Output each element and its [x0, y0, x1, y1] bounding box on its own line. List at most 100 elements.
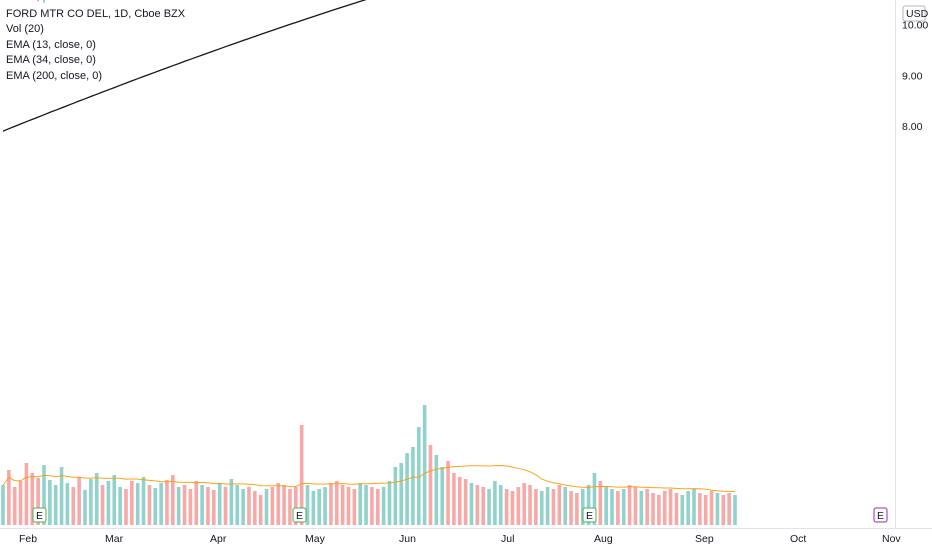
- legend-ema200[interactable]: EMA (200, close, 0): [6, 69, 102, 82]
- volume-bar: [452, 473, 456, 525]
- volume-bar: [411, 447, 415, 525]
- ema200-line: [2, 0, 367, 132]
- volume-bar: [487, 489, 491, 525]
- volume-bar: [580, 489, 585, 525]
- volume-bar: [124, 489, 128, 525]
- volume-bar: [89, 479, 93, 525]
- volume-bar: [375, 489, 380, 525]
- volume-bar: [36, 478, 40, 525]
- legend-volume[interactable]: Vol (20): [6, 23, 44, 36]
- volume-bar: [381, 487, 386, 525]
- volume-bar: [229, 479, 234, 525]
- volume-bar: [463, 479, 468, 525]
- volume-bar: [598, 481, 603, 525]
- volume-bar: [258, 495, 263, 525]
- volume-bar: [182, 485, 187, 525]
- volume-bar: [692, 489, 696, 525]
- volume-bar: [545, 487, 550, 525]
- volume-bar: [522, 483, 526, 525]
- volume-bar: [206, 487, 210, 525]
- volume-bar: [586, 485, 591, 525]
- symbol-title[interactable]: FORD MTR CO DEL, 1D, Cboe BZX: [6, 8, 186, 20]
- legend-ema34[interactable]: EMA (34, close, 0): [6, 54, 96, 67]
- earnings-marker: [32, 507, 47, 523]
- currency-label: USD: [906, 8, 929, 20]
- volume-bar: [645, 489, 649, 525]
- x-tick-label: Nov: [882, 533, 901, 545]
- volume-bar: [440, 467, 444, 525]
- volume-bar: [294, 487, 298, 525]
- volume-bar: [721, 495, 726, 525]
- earnings-marker-future: [873, 507, 888, 523]
- earnings-marker: [582, 507, 597, 523]
- volume-bar: [334, 481, 339, 525]
- volume-bar: [340, 485, 345, 525]
- legend-ema13[interactable]: EMA (13, close, 0): [6, 38, 96, 51]
- volume-bar: [106, 481, 111, 525]
- volume-bar: [633, 487, 638, 525]
- volume-bar: [703, 495, 708, 525]
- volume-bar: [42, 465, 46, 525]
- volume-bar: [305, 485, 310, 525]
- candlesticks: [37, 0, 45, 3]
- volume-bar: [130, 481, 134, 525]
- volume-bar: [352, 489, 357, 525]
- volume-bar: [24, 463, 29, 525]
- volume-bar: [592, 473, 597, 525]
- volume-bar: [727, 493, 731, 525]
- volume-bar: [83, 490, 87, 525]
- ema-lines: [2, 0, 367, 132]
- volume-bar: [621, 489, 626, 525]
- volume-bar: [48, 480, 52, 525]
- volume-bar: [422, 405, 427, 525]
- volume-bar: [135, 483, 140, 525]
- earnings-marker-future-label: E: [877, 510, 884, 522]
- price-axis[interactable]: 8.009.0010.0011.0012.0013.0014.0015.0016…: [895, 0, 929, 528]
- volume-bar: [165, 480, 169, 525]
- volume-bar: [516, 487, 521, 525]
- volume-bar: [569, 491, 573, 525]
- volume-bar: [715, 493, 720, 525]
- volume-bars: [1, 405, 737, 525]
- volume-bar: [387, 481, 392, 525]
- volume-bar: [698, 493, 702, 525]
- volume-bar: [662, 491, 667, 525]
- x-tick-label: Sep: [695, 533, 714, 545]
- volume-bar: [217, 483, 222, 525]
- volume-bar: [563, 487, 567, 525]
- volume-bar: [498, 485, 503, 525]
- volume-ma-line: [2, 464, 736, 493]
- earnings-marker-label: E: [296, 510, 303, 522]
- x-tick-label: Aug: [594, 533, 613, 545]
- volume-bar: [434, 455, 439, 525]
- volume-bar: [53, 485, 58, 525]
- volume-bar: [504, 489, 509, 525]
- volume-bar: [200, 485, 204, 525]
- candle-down: [37, 0, 39, 2]
- x-tick-label: Feb: [19, 533, 37, 545]
- volume-bar: [457, 477, 462, 525]
- volume-bar: [551, 489, 556, 525]
- volume-bar: [71, 487, 76, 525]
- volume-bar: [212, 490, 216, 525]
- volume-bar: [241, 489, 245, 525]
- y-tick-label: 10.00: [902, 20, 928, 32]
- volume-bar: [428, 445, 433, 525]
- volume-bar: [112, 475, 117, 525]
- earnings-marker-label: E: [36, 510, 43, 522]
- volume-bar: [270, 487, 275, 525]
- volume-bar: [364, 485, 368, 525]
- volume-bar: [733, 495, 737, 525]
- x-tick-label: May: [305, 533, 326, 545]
- time-axis[interactable]: Feb Mar Apr May Jun Jul Aug Sep Oct Nov: [0, 528, 932, 546]
- volume-bar: [1, 485, 5, 525]
- volume-bar: [657, 495, 661, 525]
- volume-bar: [329, 483, 333, 525]
- volume-bar: [674, 493, 679, 525]
- volume-ma: [2, 464, 736, 493]
- volume-bar: [276, 483, 281, 525]
- volume-bar: [475, 485, 480, 525]
- y-tick-label: 9.00: [902, 70, 923, 82]
